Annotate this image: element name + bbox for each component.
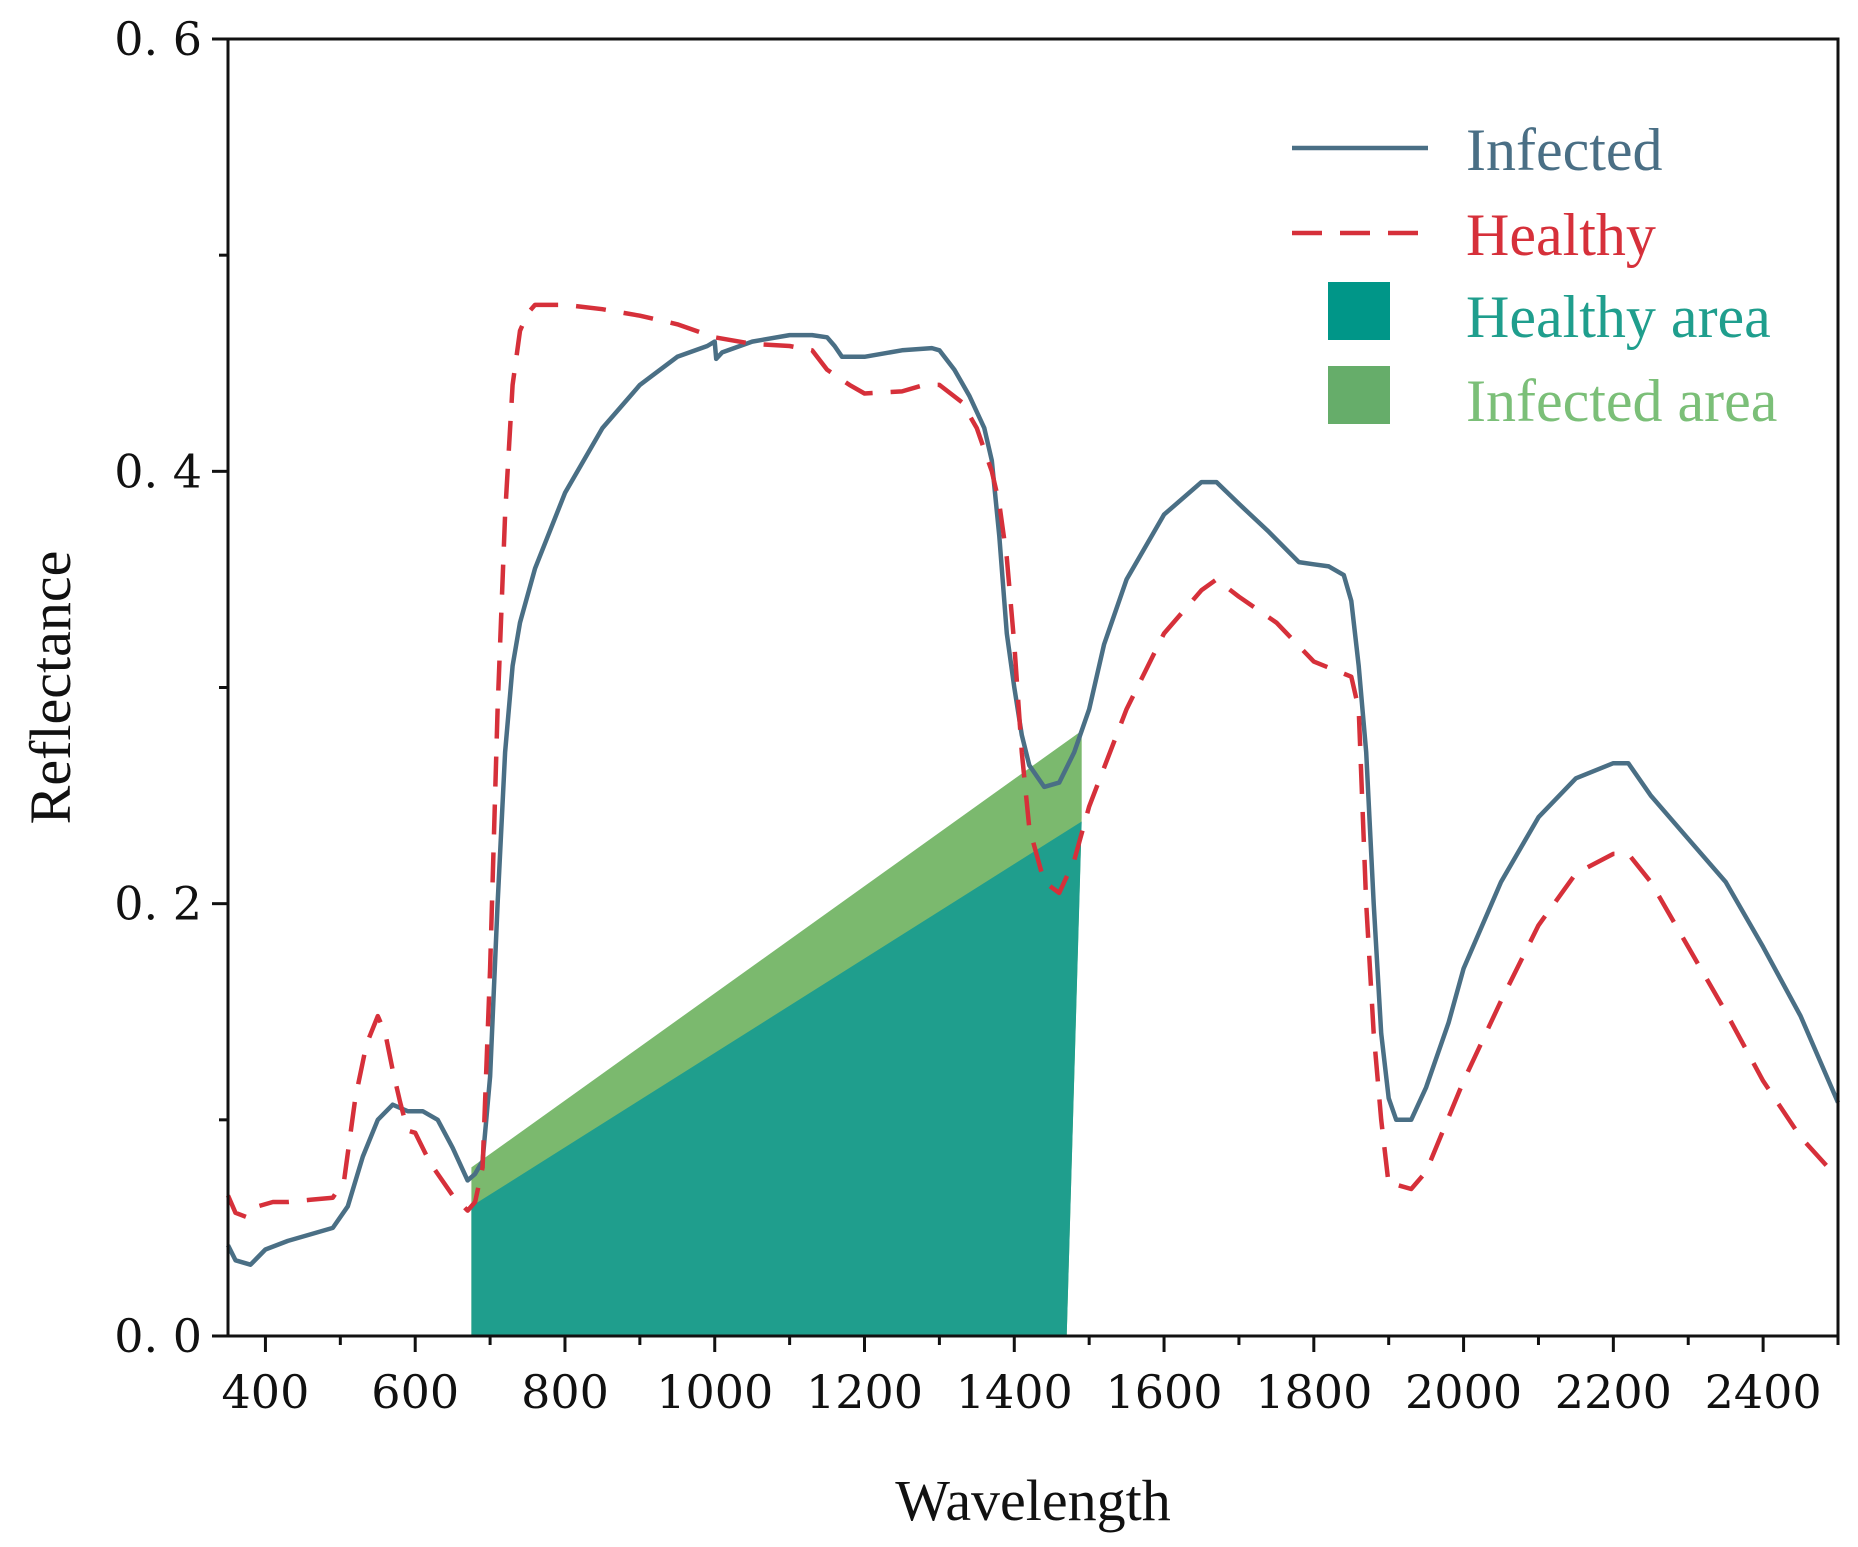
legend-infected-label: Infected: [1466, 117, 1663, 183]
x-tick-label: 400: [222, 1365, 310, 1419]
healthy-area-polygon: [471, 821, 1082, 1336]
infected-series-line: [225, 332, 1841, 1267]
legend: Infected Healthy Healthy area Infected area: [1292, 117, 1777, 434]
x-tick-label: 600: [371, 1365, 459, 1419]
y-tick-label: 0. 2: [114, 877, 202, 931]
x-tick-label: 1200: [806, 1365, 923, 1419]
y-tick-label: 0. 4: [114, 444, 202, 498]
x-tick-label: 2000: [1405, 1365, 1522, 1419]
legend-healthy-area-swatch: [1328, 282, 1390, 340]
x-tick-label: 2200: [1555, 1365, 1672, 1419]
legend-infected-area-label: Infected area: [1466, 368, 1777, 434]
x-tick-label: 2400: [1705, 1365, 1822, 1419]
x-tick-label: 800: [521, 1365, 609, 1419]
x-axis-title: Wavelength: [895, 1468, 1171, 1533]
legend-healthy-label: Healthy: [1466, 202, 1656, 268]
x-tick-labels: 400 600 800 1000 1200 1400 1600 1800 2000 2200 240…: [222, 1365, 1822, 1419]
y-axis-title: Reflectance: [18, 551, 83, 825]
x-tick-label: 1600: [1106, 1365, 1223, 1419]
shaded-areas: [471, 730, 1082, 1336]
y-tick-labels: 0. 0 0. 2 0. 4 0. 6: [114, 12, 202, 1363]
legend-infected-area-swatch: [1328, 366, 1390, 424]
plot-frame: [226, 37, 1840, 1338]
healthy-series-line: [225, 302, 1840, 1220]
y-tick-label: 0. 6: [114, 12, 202, 66]
y-tick-label: 0. 0: [114, 1309, 202, 1363]
x-tick-label: 1800: [1255, 1365, 1372, 1419]
x-tick-label: 1400: [956, 1365, 1073, 1419]
series-lines: [225, 302, 1841, 1267]
x-tick-label: 1000: [656, 1365, 773, 1419]
legend-healthy-area-label: Healthy area: [1466, 284, 1771, 350]
